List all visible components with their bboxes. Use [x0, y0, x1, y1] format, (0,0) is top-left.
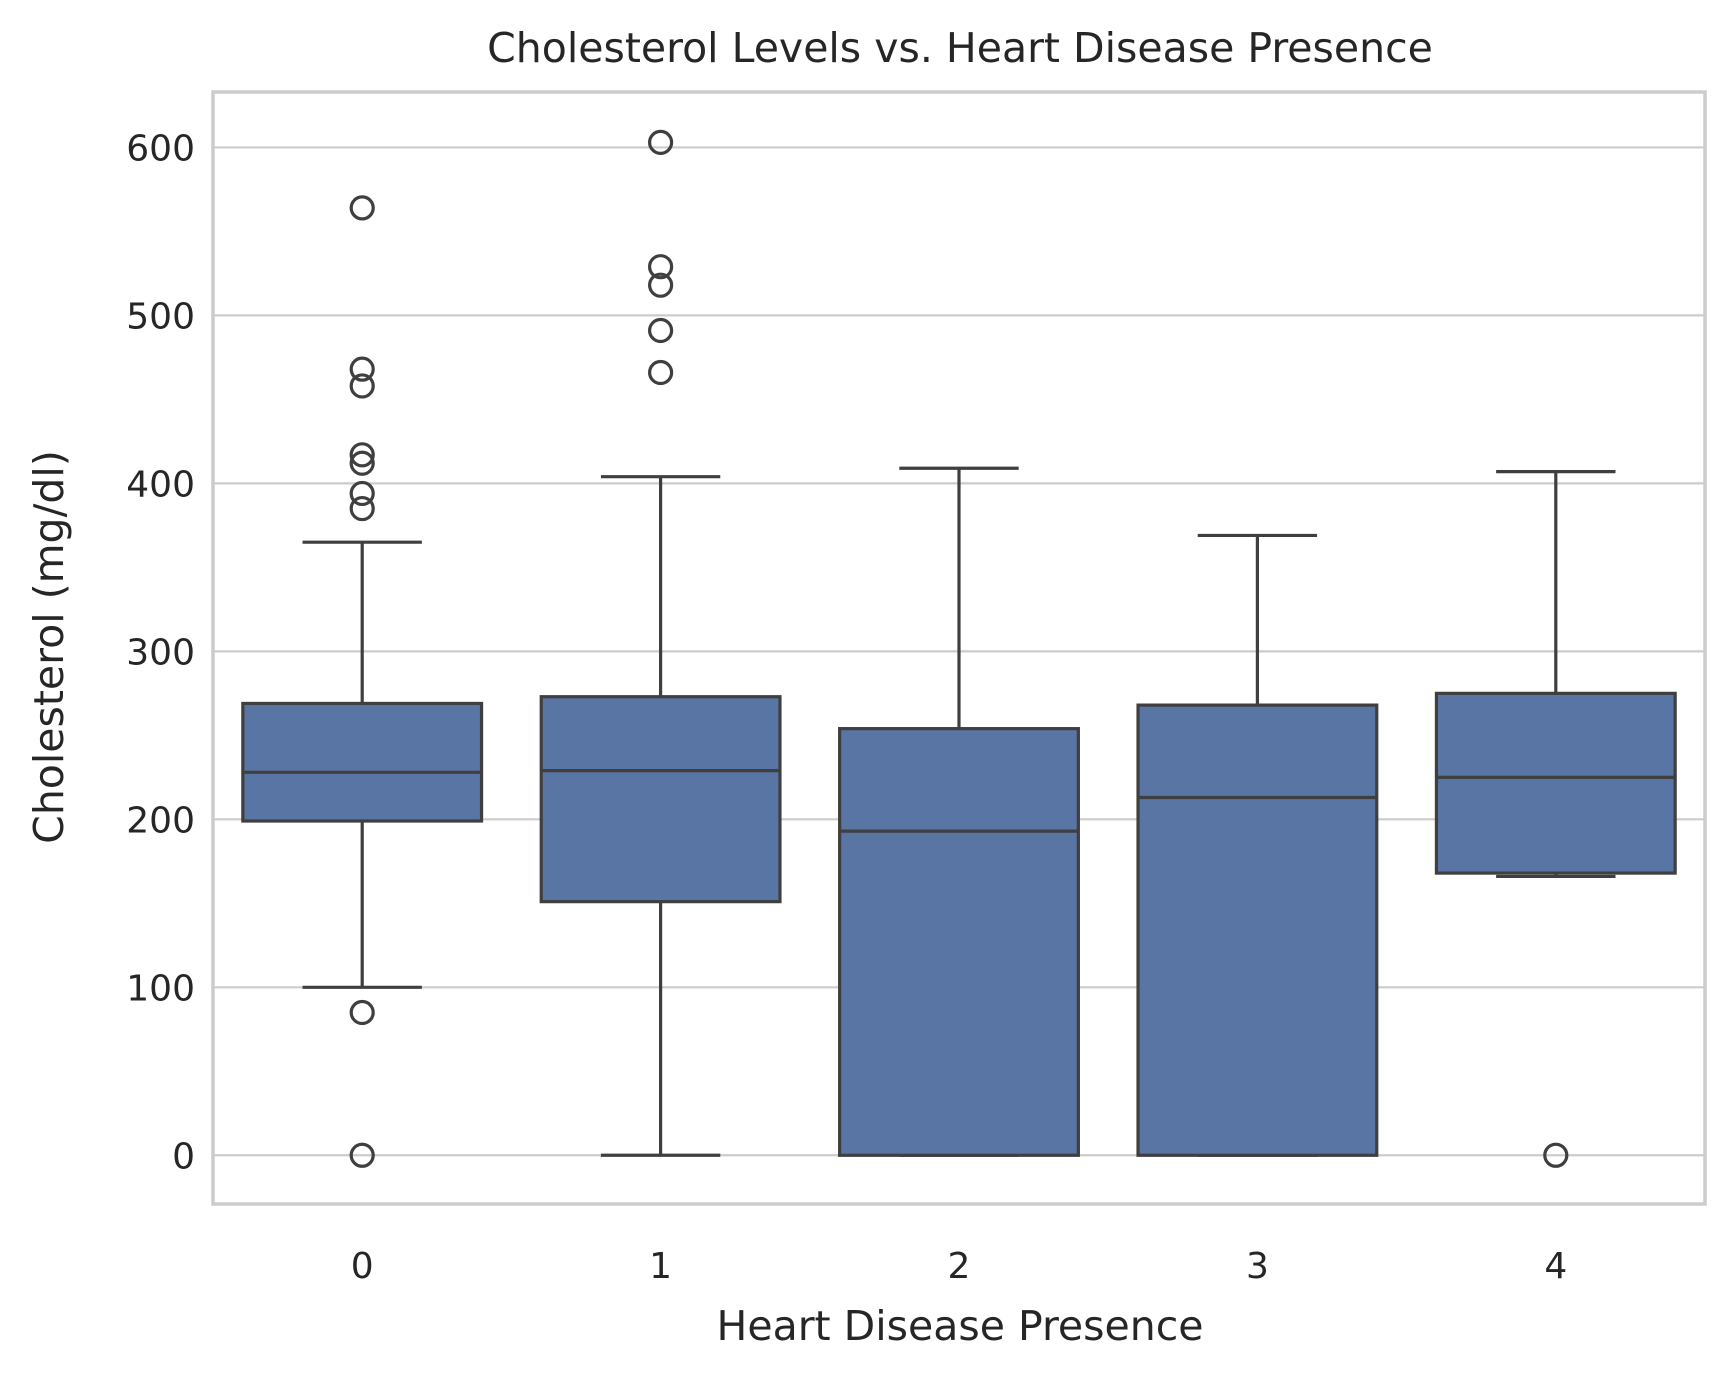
- iqr-box: [838, 727, 1080, 1157]
- outlier-point: [349, 495, 375, 522]
- outlier-point: [349, 195, 375, 221]
- y-axis-title: Cholesterol (mg/dl): [25, 450, 73, 844]
- y-tick-label: 0: [172, 1136, 195, 1177]
- y-tick-label: 200: [126, 800, 195, 841]
- outlier-point: [647, 254, 674, 280]
- iqr-box: [1136, 703, 1379, 1157]
- outlier-point: [349, 480, 375, 507]
- box-group: [1434, 470, 1677, 1168]
- box-group: [241, 195, 484, 1168]
- y-tick-label: 400: [126, 464, 195, 505]
- outlier-point: [349, 1142, 375, 1168]
- x-tick-labels: 0 1 2 3 4: [351, 1246, 1568, 1287]
- x-tick-label: 2: [948, 1246, 971, 1287]
- iqr-box: [241, 701, 484, 823]
- iqr-box: [1434, 691, 1677, 875]
- outlier-point: [349, 450, 375, 476]
- y-tick-label: 300: [126, 632, 195, 673]
- outlier-point: [349, 356, 375, 382]
- outlier-point: [647, 272, 674, 298]
- outlier-point: [349, 442, 375, 468]
- iqr-box: [539, 695, 782, 904]
- box-group: [838, 466, 1080, 1157]
- chart-title: Cholesterol Levels vs. Heart Disease Pre…: [487, 24, 1433, 72]
- x-axis-title: Heart Disease Presence: [717, 1302, 1204, 1350]
- x-tick-label: 0: [351, 1246, 374, 1287]
- outlier-point: [349, 373, 375, 399]
- outlier-point: [647, 317, 674, 344]
- x-tick-label: 1: [649, 1246, 672, 1287]
- outlier-point: [1543, 1142, 1569, 1168]
- x-tick-label: 4: [1544, 1246, 1567, 1287]
- outlier-point: [647, 129, 674, 155]
- box-group: [539, 129, 782, 1157]
- y-tick-label: 100: [126, 968, 195, 1009]
- outlier-point: [647, 359, 674, 386]
- boxes: [241, 129, 1677, 1168]
- plot-frame: [211, 90, 1707, 1206]
- box-group: [1136, 533, 1379, 1157]
- x-tick-label: 3: [1246, 1246, 1269, 1287]
- y-tick-label: 600: [126, 128, 195, 169]
- outlier-point: [349, 999, 375, 1026]
- y-tick-label: 500: [126, 296, 195, 337]
- y-tick-labels: 0 100 200 300 400 500 600: [126, 128, 195, 1177]
